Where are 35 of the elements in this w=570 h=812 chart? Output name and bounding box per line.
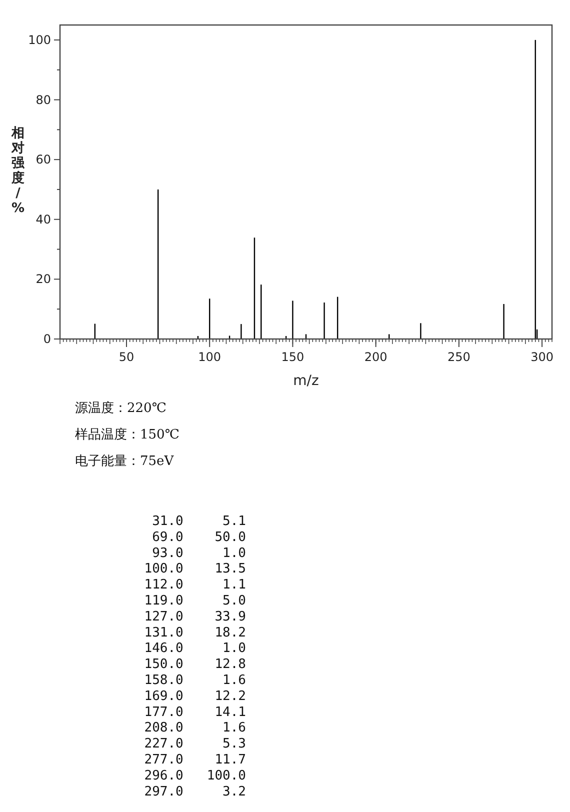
text: 150.0 12.8 — [144, 657, 246, 672]
x-tick-label: 150 — [281, 350, 304, 364]
y-tick-label: 20 — [36, 272, 51, 286]
x-tick-label: 50 — [118, 350, 134, 364]
y-tick-label: 60 — [36, 152, 51, 167]
text: 131.0 18.2 — [144, 625, 246, 640]
x-tick-label: 300 — [530, 350, 554, 364]
text: 297.0 3.2 — [144, 784, 246, 800]
text: 31.0 5.1 — [152, 514, 246, 529]
text: 296.0 100.0 — [144, 768, 246, 784]
y-tick-label: 0 — [43, 332, 51, 346]
y-tick-label: 100 — [28, 32, 51, 47]
y-axis-title: 相对强度/% — [10, 126, 26, 216]
text: 177.0 14.1 — [144, 704, 246, 720]
text: 277.0 11.7 — [144, 752, 246, 768]
x-tick-label: 250 — [447, 350, 470, 364]
x-axis-title: m/z — [293, 373, 319, 389]
text: 119.0 5.0 — [144, 594, 246, 608]
y-tick-label: 40 — [36, 212, 51, 226]
text: 电子能量：75eV — [75, 454, 174, 469]
text: 146.0 1.0 — [144, 641, 246, 656]
text: 93.0 1.0 — [152, 546, 246, 561]
x-tick-label: 100 — [198, 350, 222, 364]
text: 158.0 1.6 — [144, 673, 246, 688]
text: 样品温度：150℃ — [75, 426, 180, 442]
text: 127.0 33.9 — [144, 609, 246, 624]
text: 112.0 1.1 — [144, 578, 246, 593]
text: 69.0 50.0 — [152, 530, 246, 545]
text: 169.0 12.2 — [144, 688, 246, 704]
text: 208.0 1.6 — [144, 720, 246, 736]
y-tick-label: 80 — [36, 92, 51, 107]
x-tick-label: 200 — [364, 350, 388, 364]
text: 源温度：220℃ — [75, 400, 166, 416]
text: 227.0 5.3 — [144, 736, 246, 752]
text: 100.0 13.5 — [144, 562, 246, 577]
